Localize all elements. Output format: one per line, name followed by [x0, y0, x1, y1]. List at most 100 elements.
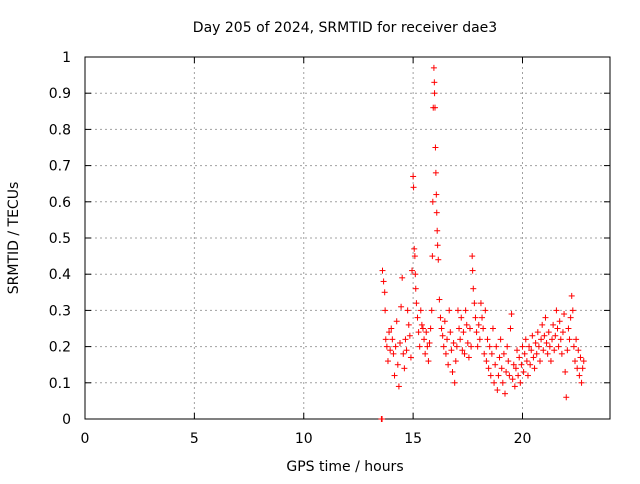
data-point [531, 365, 538, 372]
y-tick-label: 0.2 [49, 340, 71, 356]
data-point [552, 332, 559, 339]
data-point [492, 361, 499, 368]
data-point [463, 321, 470, 328]
y-tick-label: 0 [62, 412, 71, 428]
data-point [394, 361, 401, 368]
data-point [423, 329, 430, 336]
data-point [575, 347, 582, 354]
data-point [502, 390, 508, 397]
data-point [498, 365, 505, 372]
data-point [475, 321, 482, 328]
data-point [530, 354, 537, 361]
data-point [495, 372, 502, 379]
y-tick-label: 0.4 [49, 267, 71, 283]
data-point [421, 336, 428, 343]
data-point [432, 144, 439, 151]
data-point [413, 300, 420, 307]
data-point [388, 325, 395, 332]
data-point [496, 354, 503, 361]
data-point [391, 372, 398, 379]
data-point [507, 325, 514, 332]
data-point [470, 285, 477, 292]
data-point [429, 253, 436, 260]
data-point [572, 358, 578, 365]
data-point [500, 350, 507, 357]
x-tick-label: 15 [404, 431, 422, 447]
data-point [410, 173, 417, 180]
data-point [567, 314, 574, 321]
data-point [481, 350, 488, 357]
data-point [493, 343, 500, 350]
data-point [494, 387, 501, 394]
data-point [556, 318, 563, 325]
data-point [561, 311, 568, 318]
data-point [570, 343, 577, 350]
data-point [532, 339, 539, 346]
data-point [435, 256, 442, 263]
tick-labels: 0 5 10 15 20 0 0.1 0.2 0.3 0.4 0.5 0.6 0.7 0.8 0.9 1 [49, 50, 532, 447]
grid-lines [85, 57, 610, 419]
data-point [509, 376, 516, 383]
data-point [514, 347, 521, 354]
data-point [469, 253, 476, 260]
x-tick-label: 0 [81, 431, 90, 447]
data-point [486, 343, 493, 350]
data-point [526, 343, 533, 350]
data-point [392, 343, 399, 350]
data-point [477, 300, 484, 307]
data-point [465, 354, 472, 361]
data-point [473, 329, 480, 336]
data-point [524, 372, 531, 379]
data-point [432, 169, 439, 176]
data-point [454, 307, 461, 314]
data-point [380, 278, 387, 285]
data-point [523, 358, 530, 365]
data-point [418, 321, 425, 328]
data-point [402, 336, 409, 343]
data-point [400, 350, 407, 357]
data-point [433, 209, 440, 216]
data-point [406, 332, 413, 339]
data-point [535, 343, 542, 350]
data-point [447, 329, 454, 336]
data-point [528, 347, 535, 354]
data-point [457, 336, 464, 343]
data-point [491, 379, 498, 386]
data-point [428, 307, 435, 314]
data-point [444, 336, 451, 343]
data-point [580, 358, 587, 365]
x-axis-label: GPS time / hours [286, 459, 403, 475]
data-point [419, 325, 426, 332]
data-point [505, 358, 512, 365]
data-point [579, 365, 586, 372]
data-point [529, 332, 536, 339]
data-point [453, 343, 460, 350]
data-point [564, 347, 571, 354]
y-tick-label: 1 [62, 50, 71, 66]
data-point [417, 307, 424, 314]
data-point [568, 292, 575, 299]
y-axis-label: SRMTID / TECUs [6, 182, 22, 295]
data-point [484, 336, 491, 343]
data-point [432, 104, 438, 111]
data-point [449, 368, 456, 375]
data-point [460, 329, 467, 336]
data-point [450, 339, 457, 346]
y-tick-label: 0.6 [49, 195, 71, 211]
data-point [393, 318, 400, 325]
data-point [578, 379, 585, 386]
data-point [485, 365, 492, 372]
data-point [439, 332, 446, 339]
data-point [546, 343, 553, 350]
data-point [448, 347, 455, 354]
y-tick-label: 0.9 [49, 86, 71, 102]
data-point [533, 350, 540, 357]
data-point [410, 184, 417, 191]
data-point [411, 245, 418, 252]
data-point [518, 361, 525, 368]
data-point [405, 321, 412, 328]
data-point [539, 321, 546, 328]
data-point [404, 307, 411, 314]
data-point [512, 365, 519, 372]
data-point [553, 307, 560, 314]
